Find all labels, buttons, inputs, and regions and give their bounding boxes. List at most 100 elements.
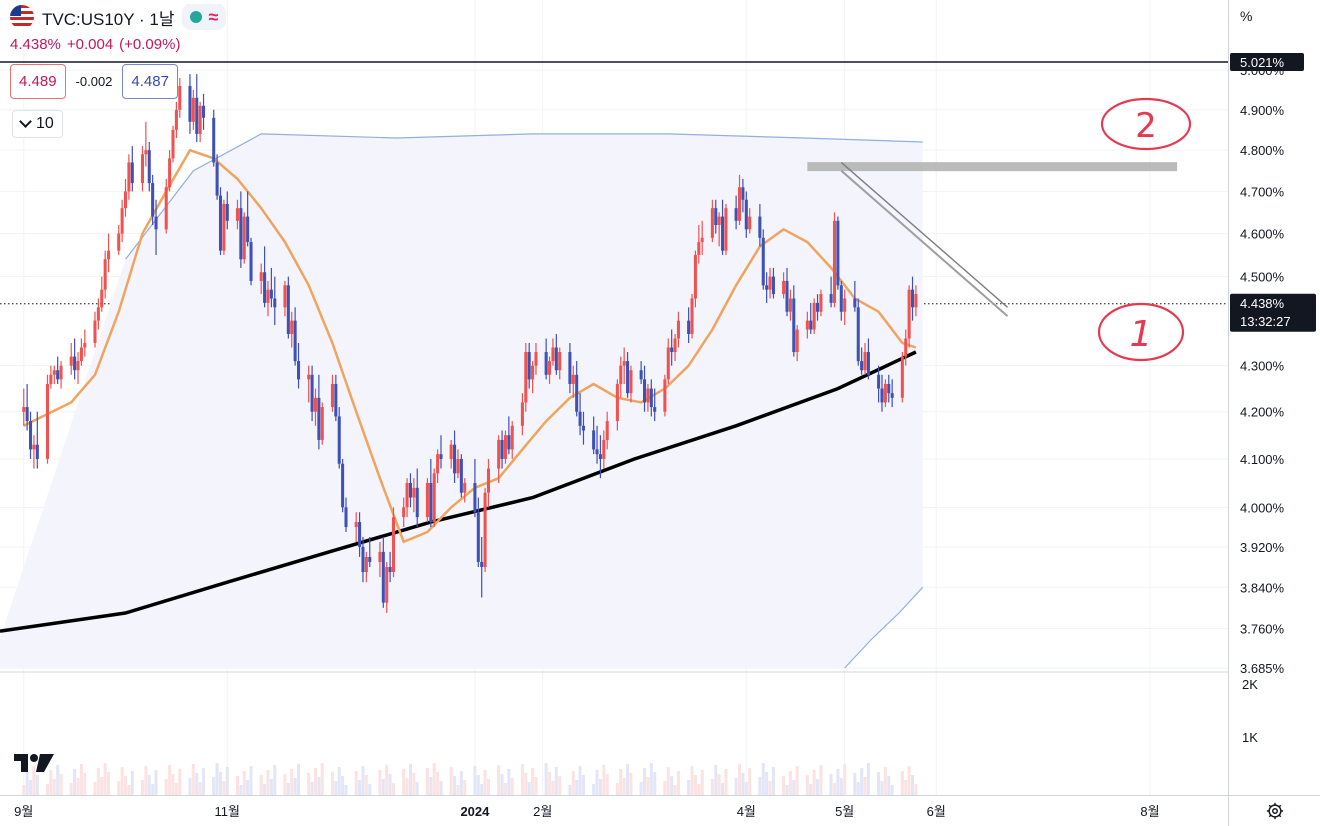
volume-bar: [310, 782, 314, 795]
sell-button[interactable]: 4.489: [10, 64, 66, 99]
candle-body: [168, 158, 172, 188]
candle-body: [195, 97, 199, 134]
volume-bar: [520, 764, 524, 795]
candle-body: [405, 482, 409, 508]
volume-bar: [263, 784, 267, 795]
volume-bar: [317, 777, 321, 795]
candle-body: [853, 298, 857, 308]
candle-body: [771, 276, 775, 295]
volume-collapse-button[interactable]: 10: [12, 110, 63, 138]
volume-bar: [412, 773, 416, 795]
status-pill[interactable]: ≈: [182, 4, 227, 30]
candle-body: [459, 458, 463, 493]
annotation-circle-2[interactable]: [1100, 97, 1192, 151]
volume-bar: [673, 785, 677, 795]
candle-body: [758, 216, 762, 238]
candle-body: [544, 352, 548, 375]
volume-bar: [497, 765, 501, 795]
candle-body: [412, 487, 416, 498]
candle-body: [836, 220, 840, 286]
candle-body: [653, 407, 657, 412]
volume-bar: [171, 774, 175, 795]
candle-body: [785, 280, 789, 312]
candle-body: [29, 421, 33, 450]
volume-bar: [900, 771, 904, 795]
candle-body: [259, 272, 263, 281]
candle-body: [663, 379, 667, 412]
volume-bar: [595, 770, 599, 795]
volume-bar: [765, 772, 769, 795]
volume-bar: [571, 771, 575, 795]
volume-bar: [663, 781, 667, 795]
candle-body: [497, 439, 501, 469]
volume-bar: [415, 782, 419, 795]
volume-bar: [22, 785, 26, 795]
candle-body: [721, 216, 725, 251]
candle-body: [354, 522, 358, 528]
volume-bar: [242, 771, 246, 795]
volume-bar: [761, 763, 765, 795]
tradingview-logo-icon[interactable]: [14, 752, 56, 774]
candle-body: [880, 388, 884, 403]
candle-body: [358, 522, 362, 547]
buy-button[interactable]: 4.487: [122, 64, 178, 99]
current-price-tag: [1230, 293, 1316, 332]
candle-body: [25, 407, 29, 422]
candle-body: [507, 435, 511, 450]
candle-body: [768, 276, 772, 290]
drawings[interactable]: 21: [807, 97, 1192, 362]
candle-body: [690, 298, 694, 335]
volume-bar: [266, 770, 270, 795]
volume-bar: [503, 783, 507, 795]
volume-bar: [29, 780, 33, 795]
candle-body: [839, 285, 843, 312]
last-price-row: 4.438% +0.004 (+0.09%): [10, 36, 186, 53]
market-open-icon: [190, 11, 203, 23]
volume-bar: [25, 771, 29, 795]
volume-bar: [748, 768, 752, 795]
candle-body: [117, 233, 121, 251]
candle-body: [35, 444, 39, 459]
candle-body: [361, 546, 365, 573]
chevron-down-icon: [19, 115, 32, 128]
volume-bar: [649, 763, 653, 795]
volume-bar: [890, 785, 894, 795]
volume-bar: [544, 763, 548, 795]
candle-body: [456, 458, 460, 474]
volume-bar: [527, 782, 531, 795]
y-tick-label: 4.000%: [1240, 500, 1285, 515]
trendline-short[interactable]: [840, 169, 1009, 317]
candle-body: [191, 97, 195, 122]
candle-body: [96, 307, 100, 321]
candle-body: [307, 374, 311, 380]
volume-bar: [626, 764, 630, 795]
candle-body: [52, 370, 56, 375]
trendline-long[interactable]: [840, 161, 1008, 308]
candle-body: [626, 361, 630, 394]
volume-bar: [225, 767, 229, 795]
volume-bar: [910, 775, 915, 795]
axis-unit-label[interactable]: %: [1240, 8, 1253, 24]
candle-body: [619, 365, 623, 384]
settings-gear-icon[interactable]: [1266, 802, 1284, 820]
candle-body: [581, 425, 585, 431]
candle-body: [408, 482, 412, 498]
candle-body: [341, 463, 345, 508]
volume-bar: [639, 782, 643, 795]
last-price: 4.438%: [10, 36, 61, 53]
volume-bar: [334, 781, 338, 795]
candle-body: [425, 482, 429, 518]
volume-bar: [670, 776, 674, 795]
candle-body: [592, 430, 596, 450]
candle-body: [866, 352, 870, 375]
candle-body: [649, 388, 653, 408]
volume-bar: [741, 773, 745, 795]
candle-body: [486, 468, 491, 493]
candle-body: [218, 195, 223, 251]
symbol-name[interactable]: TVC:US10Y · 1날: [42, 9, 175, 29]
annotation-circle-1[interactable]: [1097, 302, 1185, 362]
candle-body: [313, 397, 318, 412]
volume-bar: [676, 771, 680, 795]
